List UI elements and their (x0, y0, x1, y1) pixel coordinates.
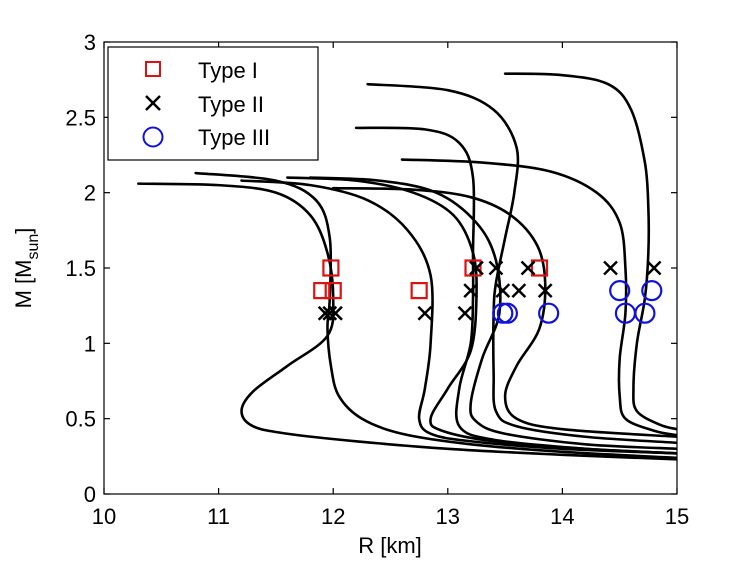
type-ii-marker (646, 260, 662, 276)
type-ii-marker (488, 260, 504, 276)
x-tick-label: 11 (207, 504, 230, 529)
type-i-marker (322, 259, 340, 277)
eos-curve-3 (240, 179, 677, 455)
svg-text:M [Msun]: M [Msun] (11, 228, 42, 309)
type-iii-marker (634, 302, 656, 324)
legend-marker-type-ii (145, 95, 161, 111)
x-tick-label: 13 (436, 504, 460, 529)
type-i-marker (464, 259, 482, 277)
y-tick-label: 2 (84, 181, 96, 206)
y-axis-label: M [Msun] (11, 228, 42, 309)
type-ii-marker (520, 260, 536, 276)
markers-layer (313, 259, 663, 324)
legend: Type I Type II Type III (107, 46, 319, 161)
type-ii-marker (322, 305, 338, 321)
eos-curve-1 (137, 182, 677, 461)
type-ii-marker (603, 260, 618, 276)
type-i-marker (324, 282, 342, 300)
type-i-marker (313, 282, 331, 300)
y-tick-label: 1 (84, 331, 96, 356)
y-tick-label: 2.5 (65, 105, 96, 130)
type-ii-marker (417, 305, 433, 321)
y-tick-label: 0.5 (65, 407, 96, 432)
legend-box (107, 46, 319, 161)
y-axis-label-main: M [M (11, 260, 36, 309)
eos-curve-8 (354, 126, 677, 455)
y-axis-label-close: ] (11, 228, 36, 234)
type-iii-marker (609, 280, 631, 302)
y-axis-label-subscript: sun (25, 234, 42, 260)
ticks-layer: 10 11 12 13 14 15 0 0.5 1 1.5 2 2.5 3 (65, 30, 689, 529)
legend-label-type-iii: Type III (198, 125, 270, 150)
type-i-marker (530, 259, 549, 277)
type-ii-marker (328, 305, 343, 321)
type-iii-marker (538, 302, 560, 324)
type-ii-marker (469, 260, 484, 276)
legend-marker-type-iii (142, 126, 164, 148)
type-i-marker (410, 282, 428, 300)
x-tick-label: 15 (665, 504, 689, 529)
x-tick-label: 12 (321, 504, 345, 529)
legend-marker-type-i (145, 61, 161, 77)
eos-curve-2 (194, 171, 677, 460)
eos-curve-10 (503, 72, 677, 431)
type-ii-marker (511, 283, 527, 298)
legend-label-type-i: Type I (198, 58, 258, 83)
y-tick-label: 0 (84, 482, 96, 507)
type-ii-marker (457, 305, 473, 321)
type-iii-marker (496, 302, 518, 324)
type-ii-marker (495, 283, 511, 298)
type-iii-marker (641, 280, 663, 302)
legend-label-type-ii: Type II (198, 92, 264, 117)
y-tick-label: 1.5 (65, 256, 96, 281)
y-tick-label: 3 (84, 30, 96, 55)
x-axis-label: R [km] (358, 533, 422, 558)
eos-curve-6 (331, 186, 677, 439)
x-tick-label: 14 (550, 504, 574, 529)
type-ii-marker (463, 283, 479, 298)
type-ii-marker (537, 283, 553, 298)
eos-curve-7 (366, 82, 677, 445)
x-tick-label: 10 (92, 504, 116, 529)
